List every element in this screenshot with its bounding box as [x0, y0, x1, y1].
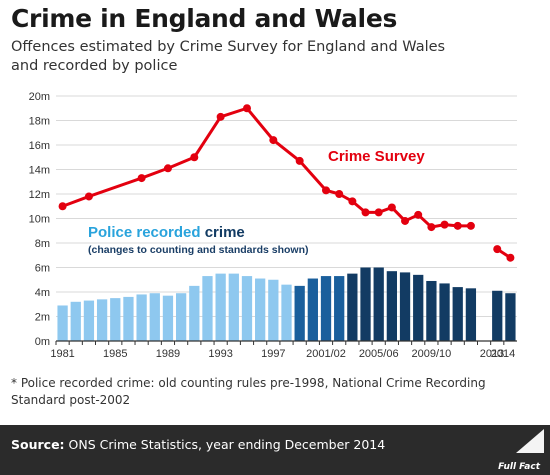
- survey-point: [216, 112, 225, 121]
- x-tick-label: 2001/02: [306, 348, 346, 360]
- police-bar: [189, 285, 200, 341]
- police-bar: [83, 300, 95, 341]
- x-tick-label: 1989: [156, 348, 180, 360]
- survey-point: [493, 245, 502, 254]
- police-bar: [465, 288, 477, 341]
- survey-point: [163, 164, 172, 173]
- police-bar: [136, 294, 147, 341]
- survey-point: [440, 220, 449, 229]
- source-label: Source:: [11, 437, 65, 452]
- page-title: Crime in England and Wales: [11, 4, 398, 33]
- survey-point: [374, 208, 383, 217]
- survey-point: [348, 197, 357, 206]
- series-sublabel-police: (changes to counting and standards shown…: [88, 244, 309, 256]
- series-label-crime-survey: Crime Survey: [328, 148, 425, 165]
- police-bar: [334, 276, 345, 341]
- police-bar: [241, 276, 253, 341]
- y-tick-label: 0m: [35, 336, 50, 348]
- y-tick-label: 14m: [29, 165, 50, 177]
- police-bar: [110, 298, 121, 341]
- police-bar: [123, 296, 134, 341]
- police-bar: [255, 278, 266, 341]
- police-bar: [347, 273, 358, 341]
- police-bar: [149, 293, 160, 341]
- survey-point: [190, 153, 199, 162]
- x-tick-label: 1981: [50, 348, 74, 360]
- grid-lines: [56, 95, 517, 342]
- survey-point: [361, 208, 370, 217]
- source-text: ONS Crime Statistics, year ending Decemb…: [68, 437, 386, 452]
- footnote: * Police recorded crime: old counting ru…: [11, 376, 486, 407]
- police-bar: [268, 279, 279, 341]
- police-bar: [373, 267, 384, 341]
- x-tick-label: 2014: [491, 348, 515, 360]
- page-subtitle: Offences estimated by Crime Survey for E…: [11, 39, 446, 74]
- survey-point: [84, 192, 93, 201]
- survey-point: [506, 253, 515, 262]
- logo-text: Full Fact: [498, 462, 540, 472]
- series-labels: Crime Survey Police recorded crime (chan…: [88, 148, 425, 256]
- y-tick-label: 18m: [29, 116, 50, 128]
- y-tick-label: 4m: [35, 287, 50, 299]
- police-bar: [399, 272, 411, 341]
- survey-point: [322, 186, 331, 195]
- full-fact-logo-icon: [516, 429, 544, 453]
- survey-point: [58, 202, 67, 211]
- y-tick-label: 10m: [29, 214, 50, 226]
- police-bar: [57, 305, 68, 341]
- x-tick-label: 2009/10: [412, 348, 452, 360]
- police-bar: [228, 273, 239, 341]
- series-label-police-recorded: Police recorded crime: [88, 224, 245, 241]
- survey-point: [401, 216, 410, 225]
- x-tick-label: 1985: [103, 348, 127, 360]
- y-tick-label: 6m: [35, 263, 50, 275]
- police-bar: [70, 301, 81, 341]
- survey-point: [242, 104, 251, 113]
- y-tick-label: 8m: [35, 238, 50, 250]
- police-bar: [294, 285, 305, 341]
- survey-line-segment: [62, 106, 471, 229]
- police-bar: [320, 276, 332, 341]
- police-bar: [452, 287, 463, 341]
- survey-point: [137, 174, 146, 183]
- y-tick-label: 20m: [29, 91, 50, 103]
- police-bar: [307, 278, 318, 341]
- police-bar: [162, 295, 174, 341]
- x-axis: 1981 1985 1989 1993 1997 2001/02 2005/06 2009/1…: [50, 340, 517, 360]
- survey-point: [453, 221, 462, 230]
- footer: Source: ONS Crime Statistics, year endin…: [0, 425, 550, 475]
- x-tick-label: 1993: [208, 348, 232, 360]
- y-axis: 0m 2m 4m 6m 8m 10m 12m 14m 16m 18m 20m: [29, 91, 50, 348]
- police-bar: [281, 284, 292, 341]
- police-bars: [57, 267, 516, 341]
- source-line: Source: ONS Crime Statistics, year endin…: [11, 437, 385, 452]
- police-bar: [426, 280, 437, 341]
- survey-point: [466, 221, 475, 230]
- y-tick-label: 16m: [29, 140, 50, 152]
- police-bar: [175, 293, 187, 341]
- police-bar: [413, 274, 424, 341]
- y-tick-label: 2m: [35, 312, 50, 324]
- police-bar: [492, 290, 503, 341]
- x-tick-label: 2013: [480, 348, 504, 360]
- survey-point: [335, 190, 344, 198]
- police-bar: [386, 271, 398, 341]
- y-tick-label: 12m: [29, 189, 50, 201]
- police-bar: [96, 299, 108, 341]
- police-bar: [215, 273, 226, 341]
- survey-point: [295, 156, 304, 165]
- police-bar: [505, 293, 516, 341]
- survey-point: [387, 203, 396, 212]
- police-bar: [439, 283, 450, 341]
- police-bar: [202, 276, 213, 341]
- x-tick-label: 2005/06: [359, 348, 399, 360]
- police-bar: [360, 267, 371, 341]
- x-tick-label: 1997: [261, 348, 285, 360]
- survey-line: [58, 104, 515, 262]
- survey-point: [269, 136, 278, 145]
- survey-point: [427, 223, 436, 232]
- survey-point: [414, 210, 423, 219]
